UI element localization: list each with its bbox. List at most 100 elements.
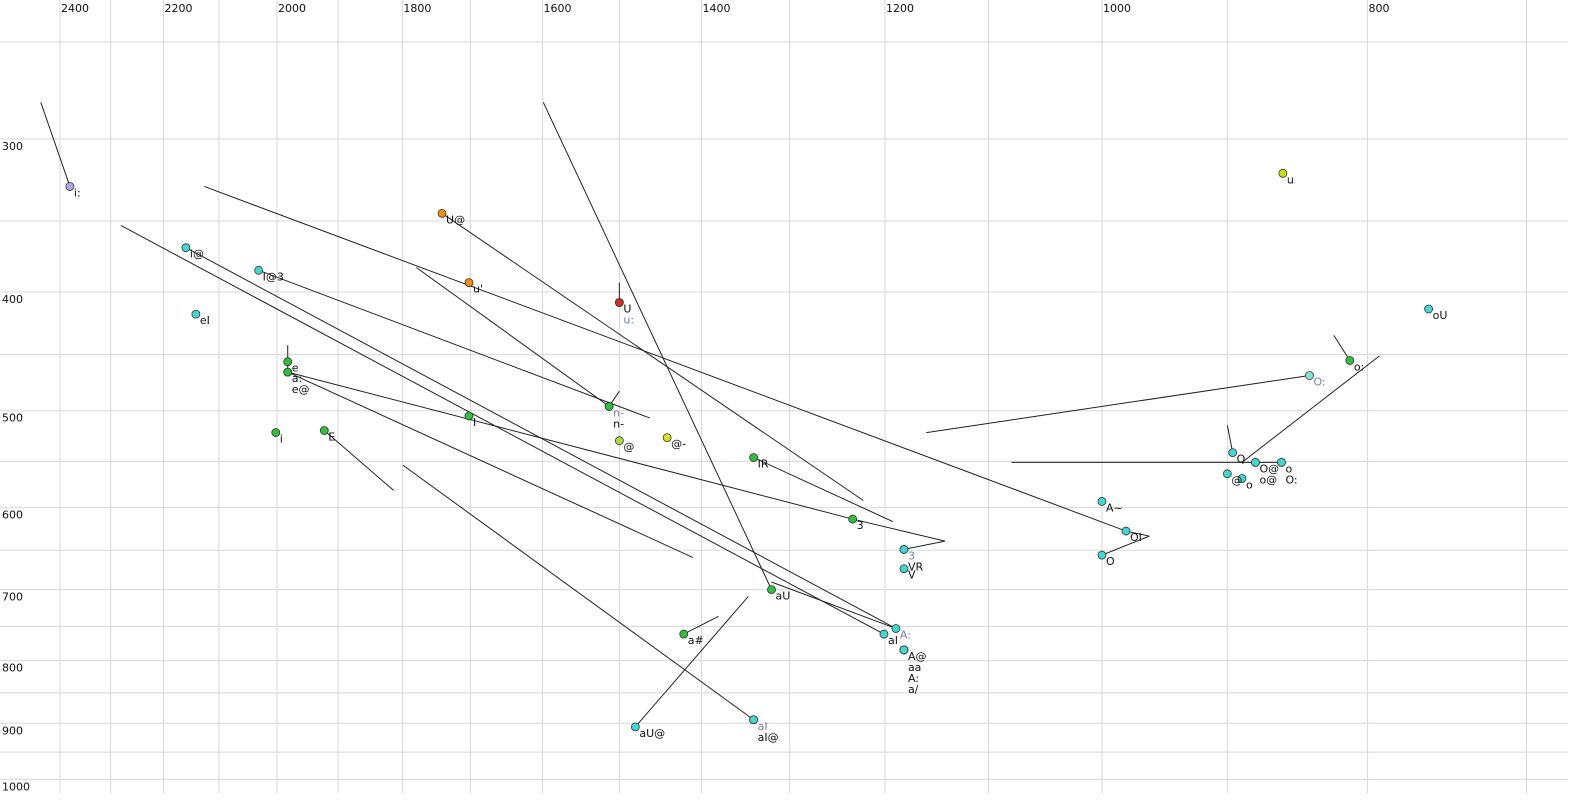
point-label: eI	[200, 314, 210, 327]
x-tick-label: 2200	[165, 2, 193, 15]
point	[899, 645, 909, 655]
point-label: oU	[1433, 309, 1448, 322]
trajectory	[120, 225, 885, 635]
trajectory	[40, 102, 71, 187]
point	[1228, 448, 1238, 458]
y-tick-label: 400	[2, 293, 23, 306]
point-label: e@	[292, 383, 310, 396]
point	[614, 436, 624, 446]
point-label: aa	[908, 661, 921, 674]
point	[1222, 469, 1232, 479]
point-label: o	[1285, 462, 1292, 475]
point	[749, 715, 759, 725]
point-label: A~	[1106, 501, 1123, 514]
y-tick-label: 800	[2, 662, 23, 675]
point-label: O@	[1259, 462, 1279, 475]
point	[604, 402, 614, 411]
trajectory	[441, 212, 864, 501]
point-label: aU@	[639, 727, 665, 740]
y-tick-label: 300	[2, 140, 23, 153]
point-label: A:	[908, 672, 919, 685]
point-label: e	[292, 362, 299, 375]
point	[749, 453, 759, 462]
trajectory	[683, 615, 719, 635]
point	[437, 208, 447, 218]
point	[191, 309, 201, 319]
point	[879, 629, 889, 639]
trajectory	[258, 269, 651, 419]
point	[614, 298, 624, 307]
point-label: @	[1231, 474, 1242, 487]
point-label: O:	[1313, 376, 1325, 389]
x-tick-label: 1200	[886, 2, 914, 15]
point-label: aI@	[758, 731, 779, 744]
point-label: u'	[473, 283, 483, 296]
point-label: a/	[908, 683, 919, 696]
point-label: E	[328, 431, 335, 444]
point	[1121, 526, 1131, 536]
point	[1345, 356, 1355, 365]
point-label: O	[1106, 555, 1115, 568]
point	[891, 624, 901, 633]
point	[1097, 550, 1107, 560]
point-label: i	[280, 433, 283, 446]
trajectory	[926, 375, 1310, 434]
point	[1278, 168, 1288, 178]
trajectory	[1226, 425, 1234, 453]
y-tick-label: 600	[2, 509, 23, 522]
point-label: o	[1246, 479, 1253, 492]
point-label: n-	[613, 406, 624, 419]
point	[1251, 457, 1260, 467]
trajectory	[287, 371, 946, 550]
point	[1277, 457, 1286, 467]
point-label: I@3	[263, 270, 284, 283]
point-label: U@	[446, 213, 465, 226]
point-label: OI	[1130, 531, 1142, 544]
point	[254, 265, 264, 275]
point-label: O:	[1285, 473, 1297, 486]
y-tick-label: 700	[2, 591, 23, 604]
points	[65, 168, 1433, 732]
point	[319, 426, 329, 435]
point-label: V	[908, 569, 916, 582]
point	[181, 243, 191, 253]
y-tick-label: 1000	[2, 780, 30, 793]
point	[679, 629, 689, 639]
trajectory	[771, 581, 897, 629]
point-label: IR	[758, 458, 769, 471]
point-label: @-	[671, 438, 686, 451]
trajectory	[1241, 355, 1380, 463]
point-label: o:	[1354, 361, 1364, 374]
point	[899, 545, 909, 554]
point-label: @	[623, 441, 634, 454]
point-label: a:	[292, 372, 302, 385]
point-label: aI	[758, 720, 768, 733]
x-tick-label: 1600	[544, 2, 572, 15]
point	[283, 357, 293, 367]
y-tick-label: 900	[2, 724, 23, 737]
x-tick-label: 800	[1369, 2, 1390, 15]
trajectories	[40, 102, 1380, 728]
point	[283, 367, 293, 377]
x-tick-label: 1800	[403, 2, 431, 15]
point	[848, 514, 858, 524]
point-label: aI	[888, 634, 898, 647]
trajectory	[416, 267, 620, 408]
point	[899, 564, 909, 574]
point	[767, 585, 776, 595]
point-label: n-	[613, 417, 624, 430]
point-label: o@	[1259, 473, 1277, 486]
point	[1305, 371, 1314, 380]
point	[271, 428, 281, 437]
point-label: aU	[776, 590, 791, 603]
point-label: Q	[1237, 453, 1246, 466]
trajectory	[402, 464, 754, 721]
point	[630, 722, 640, 732]
point-label: I	[473, 416, 476, 429]
point	[1097, 497, 1107, 506]
trajectory	[634, 596, 749, 728]
point-label: i:	[74, 186, 81, 199]
